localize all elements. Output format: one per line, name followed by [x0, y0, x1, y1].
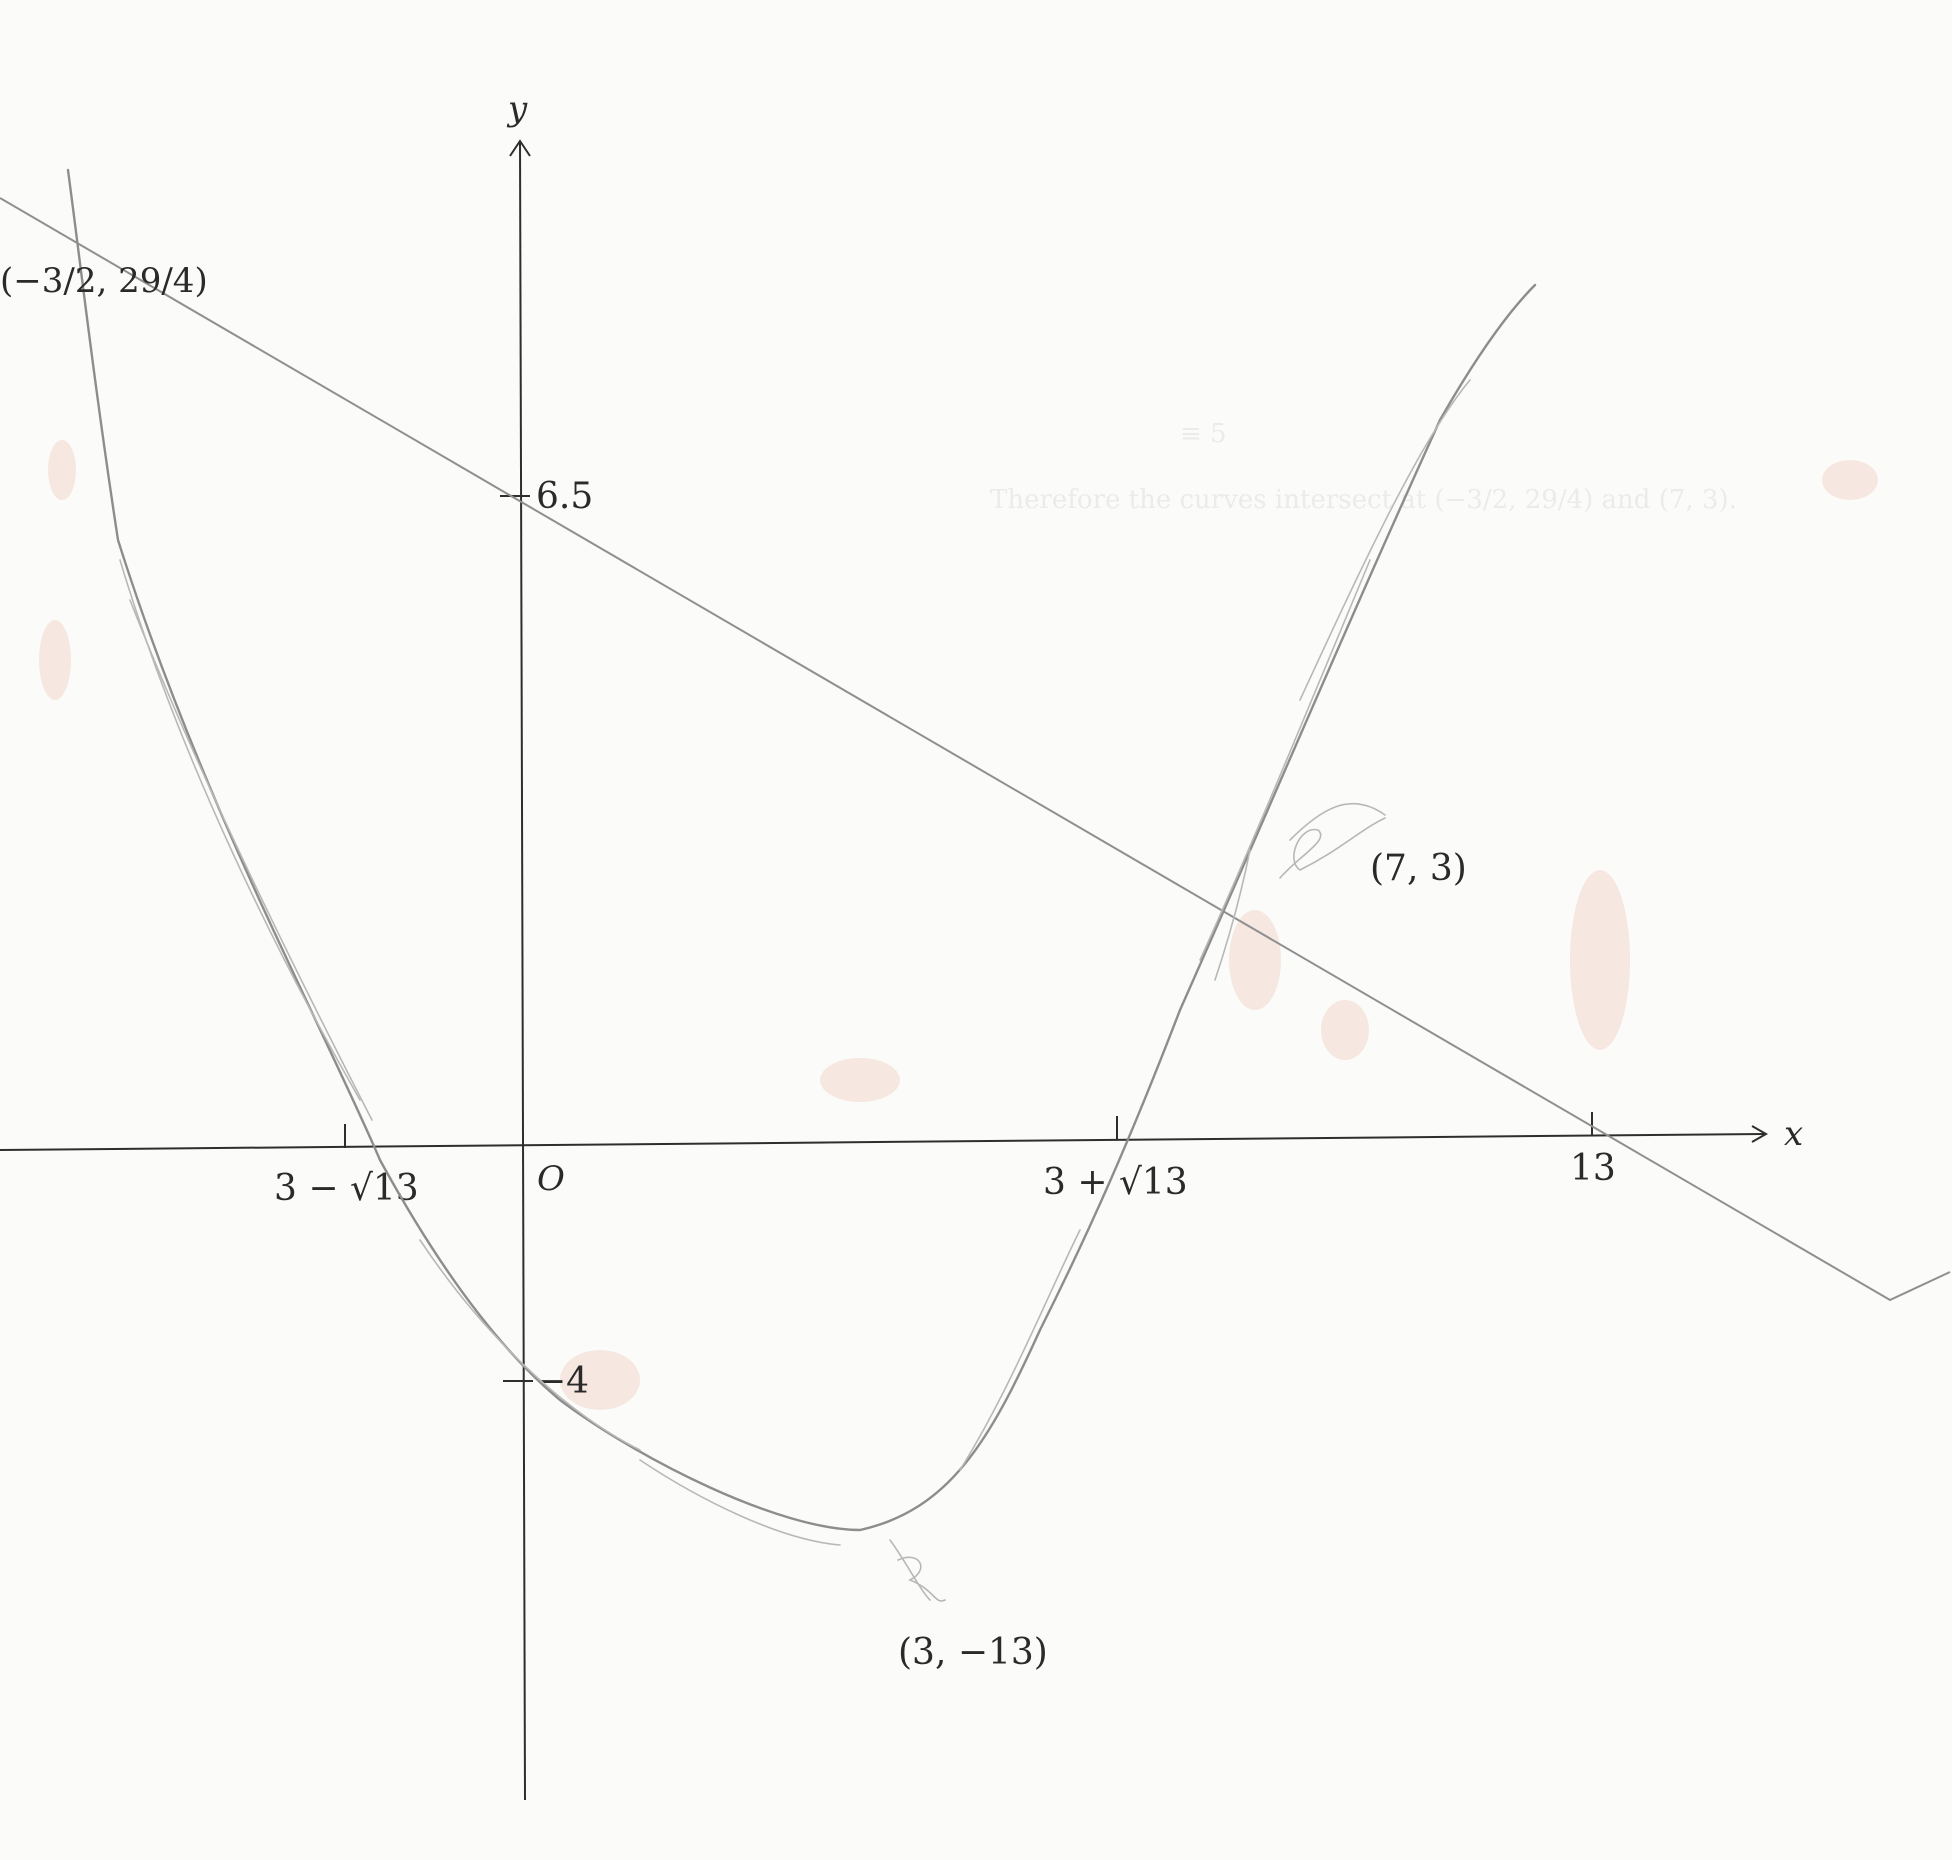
svg-text:(3, −13): (3, −13) [898, 1632, 1048, 1673]
y-axis [509, 139, 531, 1801]
svg-text:(−3/2, 29/4): (−3/2, 29/4) [0, 261, 208, 301]
point-annotation-right: (7, 3) [1370, 848, 1467, 889]
svg-text:(7, 3): (7, 3) [1370, 848, 1467, 889]
parabola-curve [66, 168, 1537, 1532]
y-ticks [500, 495, 533, 1382]
ghost-text-1: ≡ 5 [1180, 419, 1227, 449]
y-axis-label: y [506, 89, 528, 129]
arrow-scribble [1279, 817, 1386, 879]
x-tick-13: 13 [1570, 1148, 1616, 1189]
vertex-scribble [889, 1539, 946, 1602]
origin-label: O [537, 1159, 565, 1199]
straight-line [0, 197, 1951, 1302]
point-annotation-vertex: (3, −13) [898, 1632, 1048, 1673]
ghost-text-2: Therefore the curves intersect at (−3/2,… [990, 485, 1737, 515]
y-tick-6-5: 6.5 [536, 476, 593, 517]
eraser-smudges [39, 440, 1878, 1410]
pencil-sketch-strokes [119, 379, 1471, 1546]
y-tick-minus-4: −4 [536, 1361, 589, 1402]
x-ticks [344, 1112, 1593, 1148]
x-axis-label: x [1784, 1114, 1803, 1154]
x-axis [0, 1125, 1769, 1151]
point-annotation-left: (−3/2, 29/4) [0, 261, 208, 301]
